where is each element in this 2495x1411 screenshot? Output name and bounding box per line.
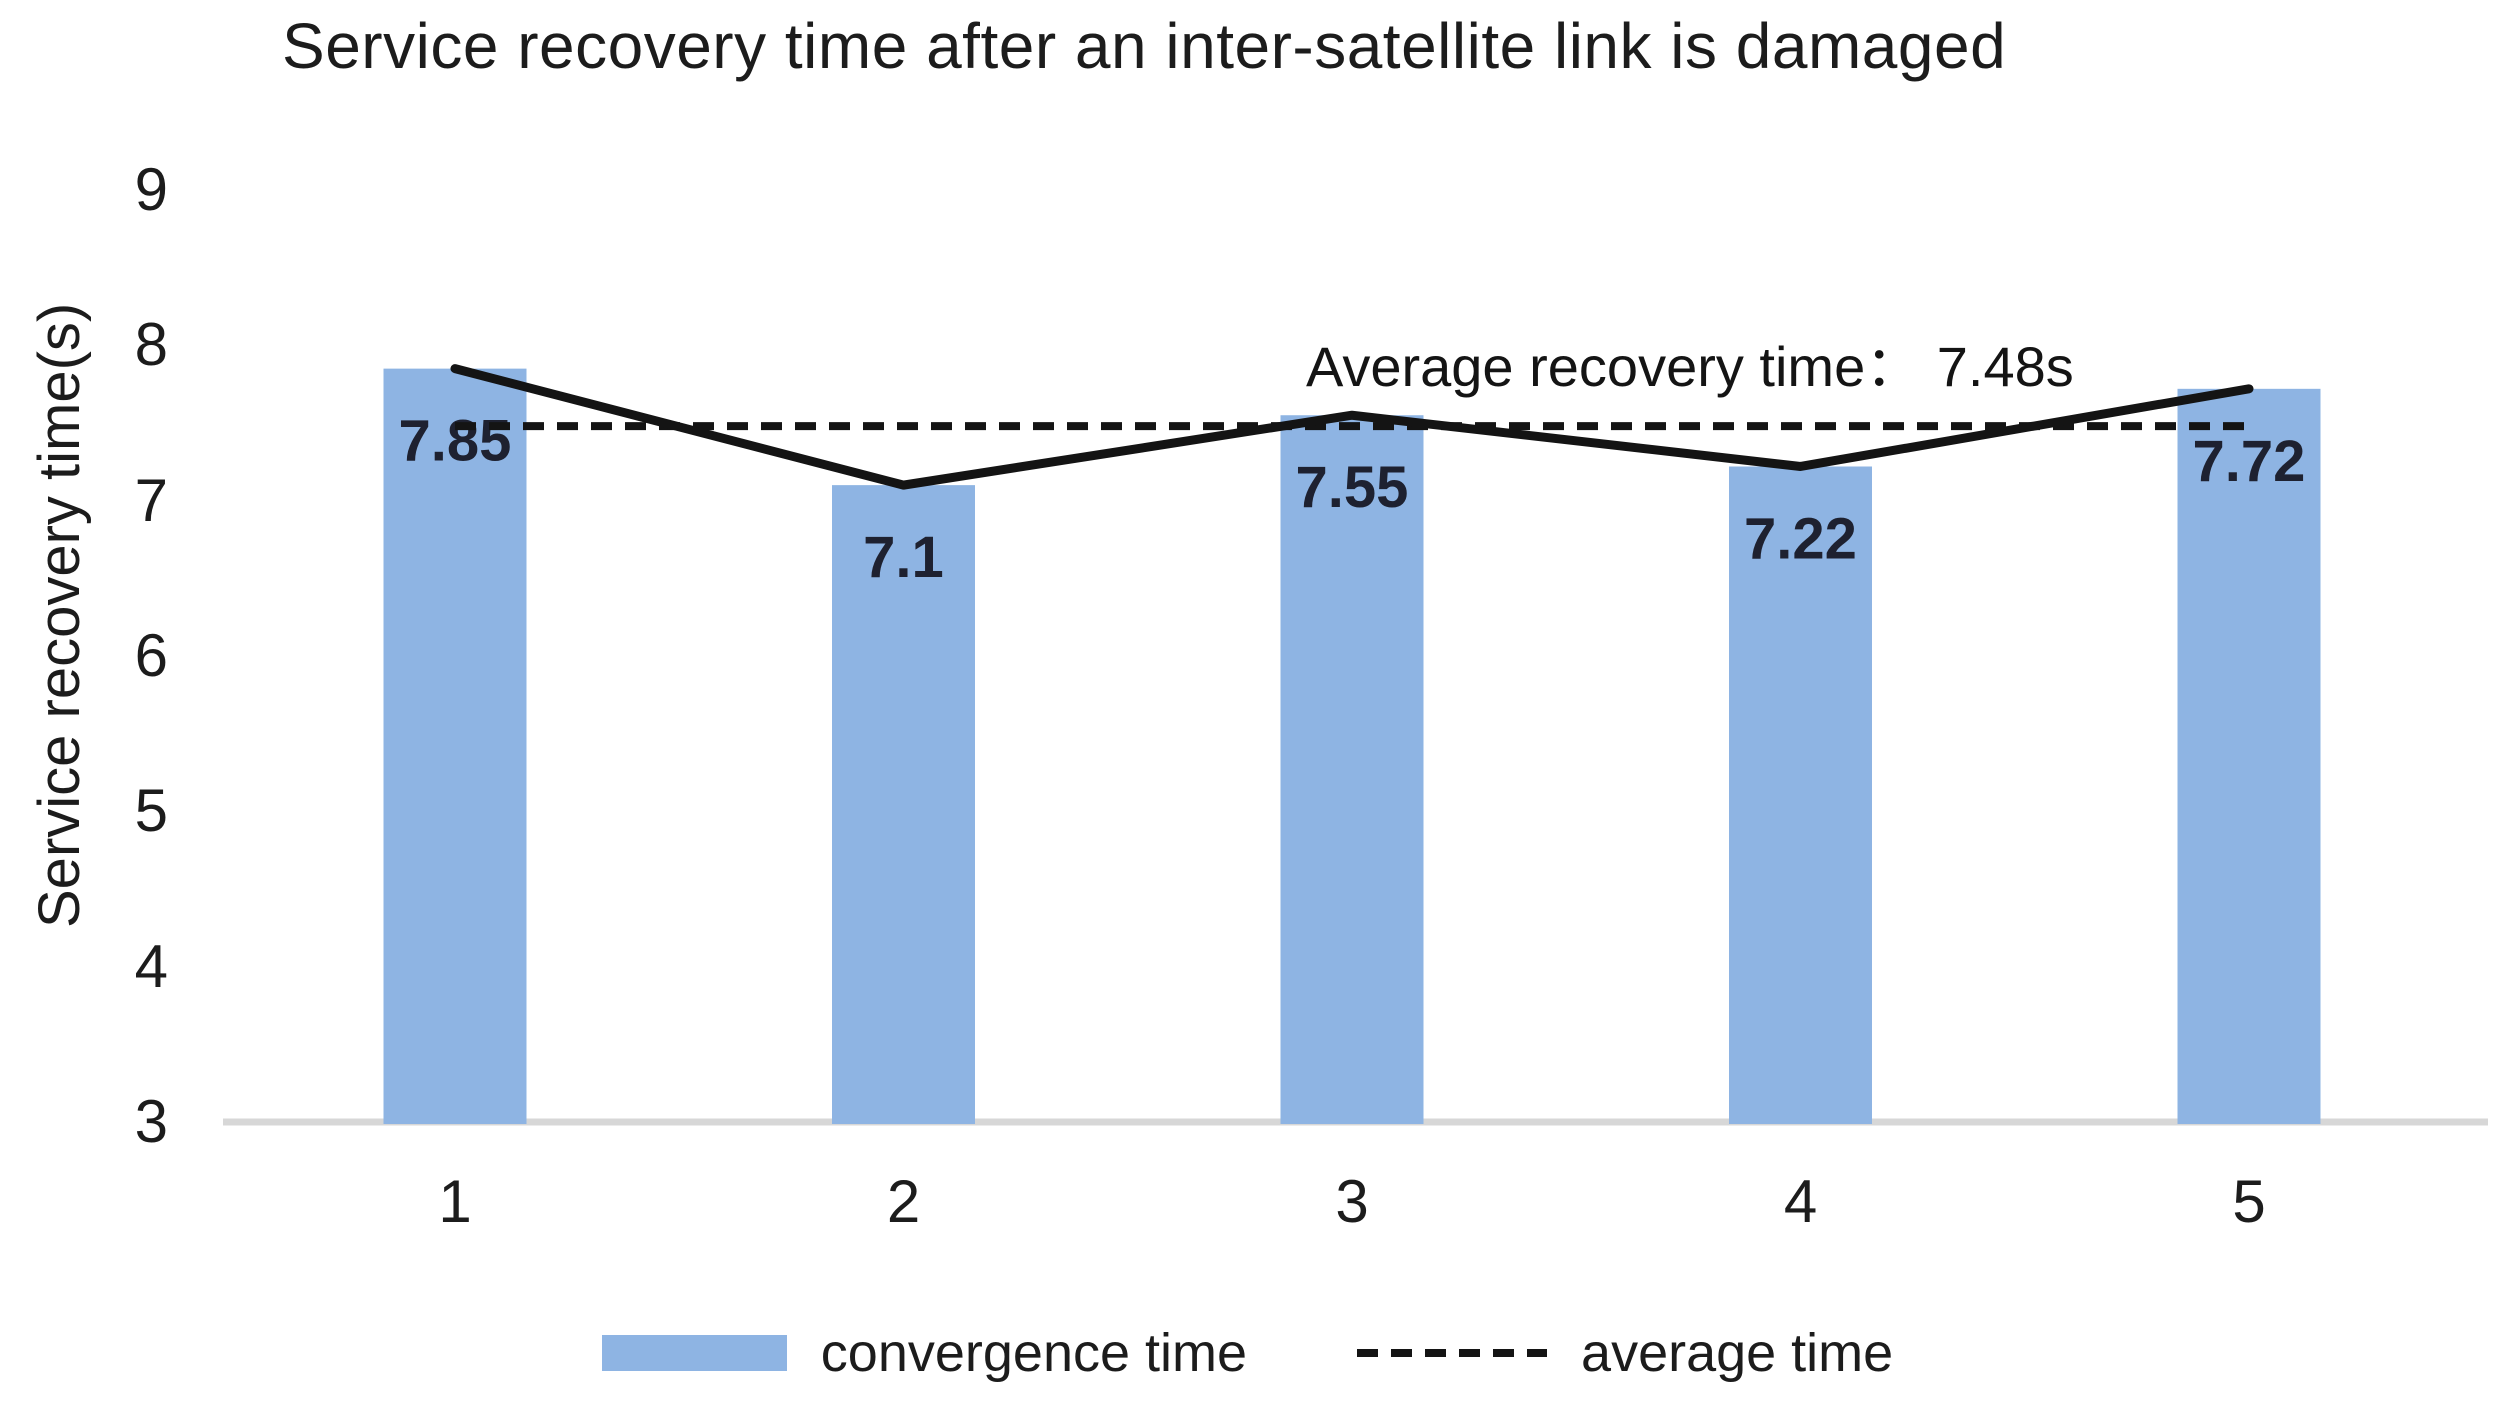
- y-tick-9: 9: [134, 156, 168, 223]
- chart-title: Service recovery time after an inter-sat…: [282, 10, 2007, 82]
- bar-value-label-1: 7.85: [399, 409, 512, 474]
- bar-category-1: [383, 368, 527, 1125]
- bar-value-label-5: 7.72: [2193, 429, 2306, 494]
- x-tick-1: 1: [438, 1168, 472, 1235]
- y-tick-8: 8: [134, 311, 168, 379]
- bar-category-2: [832, 485, 975, 1125]
- convergence-time-trend-line: [450, 364, 2254, 490]
- legend-label-convergence-time: convergence time: [820, 1323, 1248, 1383]
- bar-value-label-4: 7.22: [1744, 506, 1857, 571]
- bar-swatch-icon: [601, 1335, 787, 1371]
- legend-item-convergence-time: convergence time: [601, 1322, 1248, 1384]
- bar-value-label-3: 7.55: [1296, 455, 1409, 520]
- y-tick-5: 5: [134, 777, 168, 845]
- average-annotation: Average recovery time： 7.48s: [1306, 335, 2074, 398]
- bar-category-5: [2177, 388, 2321, 1124]
- y-tick-3: 3: [134, 1088, 168, 1155]
- dashed-line-swatch-icon: [1357, 1349, 1548, 1357]
- bar-category-4: [1729, 466, 1872, 1124]
- y-tick-7: 7: [134, 466, 168, 534]
- legend: convergence time average time: [0, 1322, 2495, 1384]
- x-tick-2: 2: [886, 1168, 921, 1235]
- bar-value-label-2: 7.1: [863, 525, 944, 590]
- legend-label-average-time: average time: [1581, 1323, 1894, 1383]
- y-tick-4: 4: [134, 932, 168, 1000]
- bar-category-3: [1280, 415, 1424, 1124]
- x-tick-4: 4: [1783, 1168, 1818, 1235]
- legend-item-average-time: average time: [1357, 1322, 1893, 1384]
- x-tick-5: 5: [2232, 1168, 2266, 1235]
- y-tick-6: 6: [134, 622, 168, 689]
- x-tick-3: 3: [1335, 1168, 1369, 1235]
